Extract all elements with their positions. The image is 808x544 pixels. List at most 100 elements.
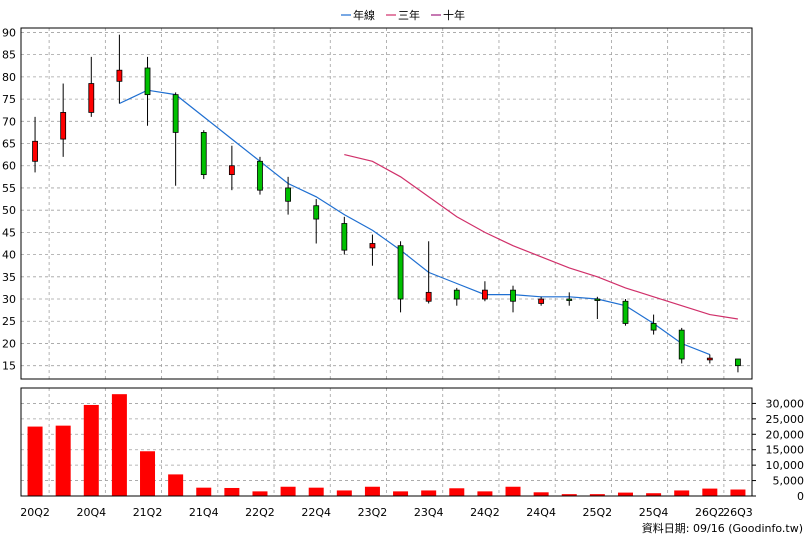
price-tick-label-0: 15 [2,360,16,373]
x-tick-label-6: 23Q2 [358,506,388,519]
vol-tick-label-2: 10,000 [766,459,805,472]
candle-body-19 [566,298,573,301]
price-tick-label-5: 40 [2,249,16,262]
volume-bar-9 [280,486,296,496]
x-tick-label-5: 22Q4 [301,506,331,519]
volume-bar-11 [336,490,352,496]
candle-body-5 [172,94,179,133]
x-tick-label-8: 24Q2 [470,506,500,519]
candle-body-23 [678,329,685,360]
volume-bar-17 [505,486,521,496]
volume-bar-23 [674,490,690,496]
price-tick-label-4: 35 [2,271,16,284]
x-tick-label-12: 26Q2 [695,506,725,519]
vol-tick-label-5: 25,000 [766,413,805,426]
price-grid [21,28,752,379]
candle-body-17 [510,289,516,302]
volume-bar-10 [308,487,324,496]
legend-label-2: 十年 [443,8,465,22]
price-tick-label-12: 75 [2,93,16,106]
price-plot-frame [20,27,753,380]
price-tick-label-8: 55 [2,182,16,195]
price-tick-label-6: 45 [2,226,16,239]
price-tick-label-3: 30 [2,293,16,306]
candle-body-13 [397,245,404,300]
price-tick-label-11: 70 [2,115,16,128]
vol-tick-label-3: 15,000 [766,444,805,457]
candle-body-2 [88,83,95,113]
ma-line-0 [119,89,711,356]
vol-tick-label-0: 0 [797,490,804,503]
price-tick-label-13: 80 [2,71,16,84]
volume-bar-25 [730,489,746,496]
x-tick-label-2: 21Q2 [133,506,163,519]
volume-bar-5 [168,474,184,496]
volume-bar-3 [111,394,127,496]
price-tick-label-9: 60 [2,160,16,173]
volume-bar-0 [27,426,43,496]
candle-body-3 [116,69,123,82]
candle-body-14 [425,291,432,302]
price-tick-label-14: 85 [2,49,16,62]
candle-body-4 [144,67,151,96]
volume-bars [27,394,746,496]
volume-bar-18 [533,492,549,496]
moving-average-lines [119,89,738,356]
price-tick-label-15: 90 [2,26,16,39]
price-tick-label-1: 20 [2,337,16,350]
candle-body-15 [453,289,460,300]
volume-bar-20 [589,494,605,496]
volume-bar-1 [55,425,71,496]
x-tick-label-1: 20Q4 [76,506,106,519]
volume-bar-12 [364,486,380,496]
candle-body-11 [341,223,348,251]
x-tick-label-13: 26Q3 [723,506,753,519]
candle-body-1 [60,112,67,140]
candle-body-22 [650,323,657,331]
price-tick-label-10: 65 [2,138,16,151]
candle-body-18 [538,298,545,304]
volume-bar-6 [196,487,212,496]
x-tick-label-3: 21Q4 [189,506,219,519]
volume-bar-16 [477,491,493,496]
plot-frames [20,27,753,497]
volume-bar-19 [561,494,577,496]
x-axis: 20Q2 20Q4 21Q2 21Q4 22Q2 22Q4 23Q2 23Q4 24Q2 24Q4… [20,506,753,519]
candle-body-7 [228,165,235,176]
price-tick-label-2: 25 [2,315,16,328]
candle-body-25 [735,358,741,367]
legend-label-1: 三年 [398,8,420,22]
candle-body-16 [482,289,488,300]
vol-tick-label-1: 5,000 [773,475,805,488]
price-y-axis: 15 20 25 30 35 40 45 50 55 60 65 70 75 80 85 90 [2,26,16,372]
footer-text: 資料日期: 09/16 (Goodinfo.tw) [642,521,803,535]
volume-bar-15 [449,488,465,496]
volume-bar-8 [252,491,268,496]
ma-line-1 [344,154,738,320]
x-tick-label-4: 22Q2 [245,506,275,519]
candle-body-6 [200,132,207,176]
volume-bar-21 [617,492,633,496]
candlesticks [32,34,741,373]
x-tick-label-10: 25Q2 [583,506,613,519]
volume-grid [21,388,752,496]
legend: 年線 三年 十年 [341,8,465,22]
x-tick-label-9: 24Q4 [526,506,556,519]
volume-plot-frame [20,387,753,497]
candle-body-0 [32,140,38,162]
volume-bar-14 [421,490,437,496]
x-tick-label-0: 20Q2 [20,506,50,519]
candle-body-24 [706,357,713,361]
candle-body-9 [285,187,291,202]
volume-bar-24 [702,488,718,496]
price-tick-label-7: 50 [2,204,16,217]
volume-y-axis: 0 5,000 10,000 15,000 20,000 25,000 30,000 [752,397,804,503]
volume-bar-4 [140,451,156,496]
candle-body-20 [594,298,601,301]
vol-tick-label-6: 30,000 [766,397,805,410]
x-tick-label-11: 25Q4 [639,506,669,519]
volume-bar-22 [646,493,662,496]
x-tick-label-7: 23Q4 [414,506,444,519]
